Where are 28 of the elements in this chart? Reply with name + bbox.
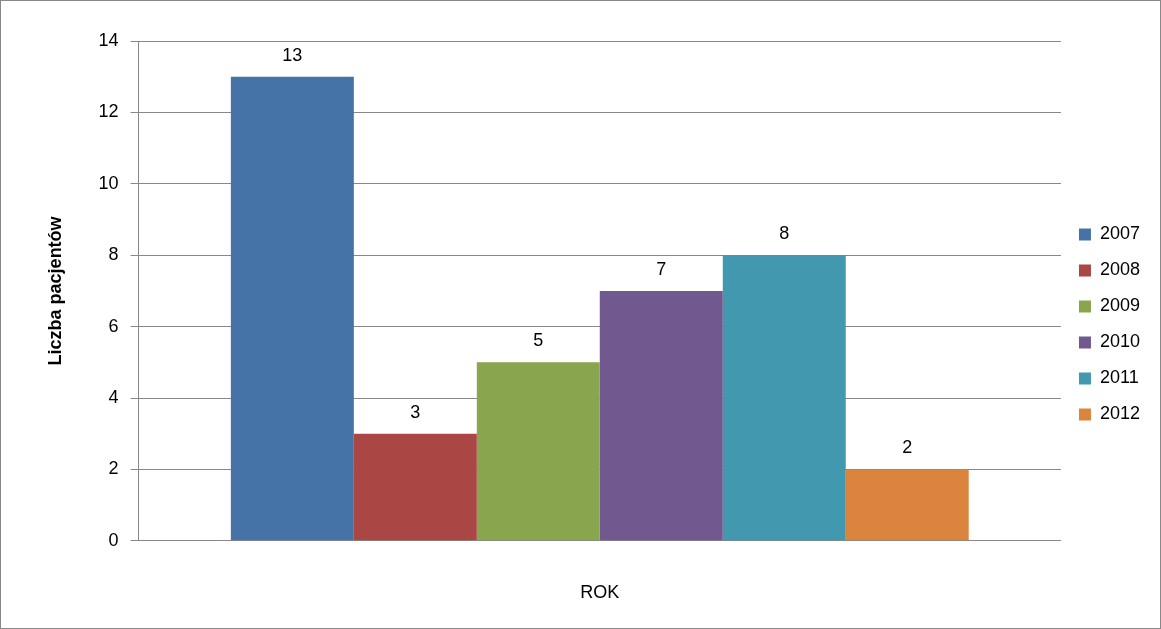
data-label: 3	[410, 401, 421, 422]
bar	[230, 76, 354, 541]
y-tick-label: 10	[98, 172, 119, 193]
y-tick-label: 2	[108, 458, 119, 479]
y-tick-label: 6	[108, 315, 119, 336]
y-tick-label: 8	[108, 244, 119, 265]
legend-label: 2007	[1099, 223, 1140, 244]
bar	[476, 362, 600, 541]
data-label: 7	[656, 258, 667, 279]
y-tick-label: 4	[108, 386, 119, 407]
bar	[353, 433, 477, 541]
legend-label: 2010	[1099, 331, 1140, 352]
y-axis-title: Liczba pacjentów	[44, 215, 65, 366]
y-tick-label: 12	[98, 101, 119, 122]
y-tick-label: 0	[108, 529, 119, 550]
x-axis-title: ROK	[580, 582, 620, 603]
y-tick-label: 14	[98, 29, 119, 50]
legend-label: 2012	[1099, 403, 1140, 424]
bar	[599, 290, 723, 541]
legend-label: 2011	[1099, 367, 1139, 388]
data-label: 8	[779, 223, 790, 244]
data-label: 2	[902, 437, 913, 458]
legend-label: 2008	[1099, 259, 1140, 280]
bar	[845, 469, 969, 541]
data-label: 5	[533, 330, 544, 351]
legend-label: 2009	[1099, 295, 1140, 316]
bar	[722, 255, 846, 541]
data-label: 13	[282, 44, 303, 65]
